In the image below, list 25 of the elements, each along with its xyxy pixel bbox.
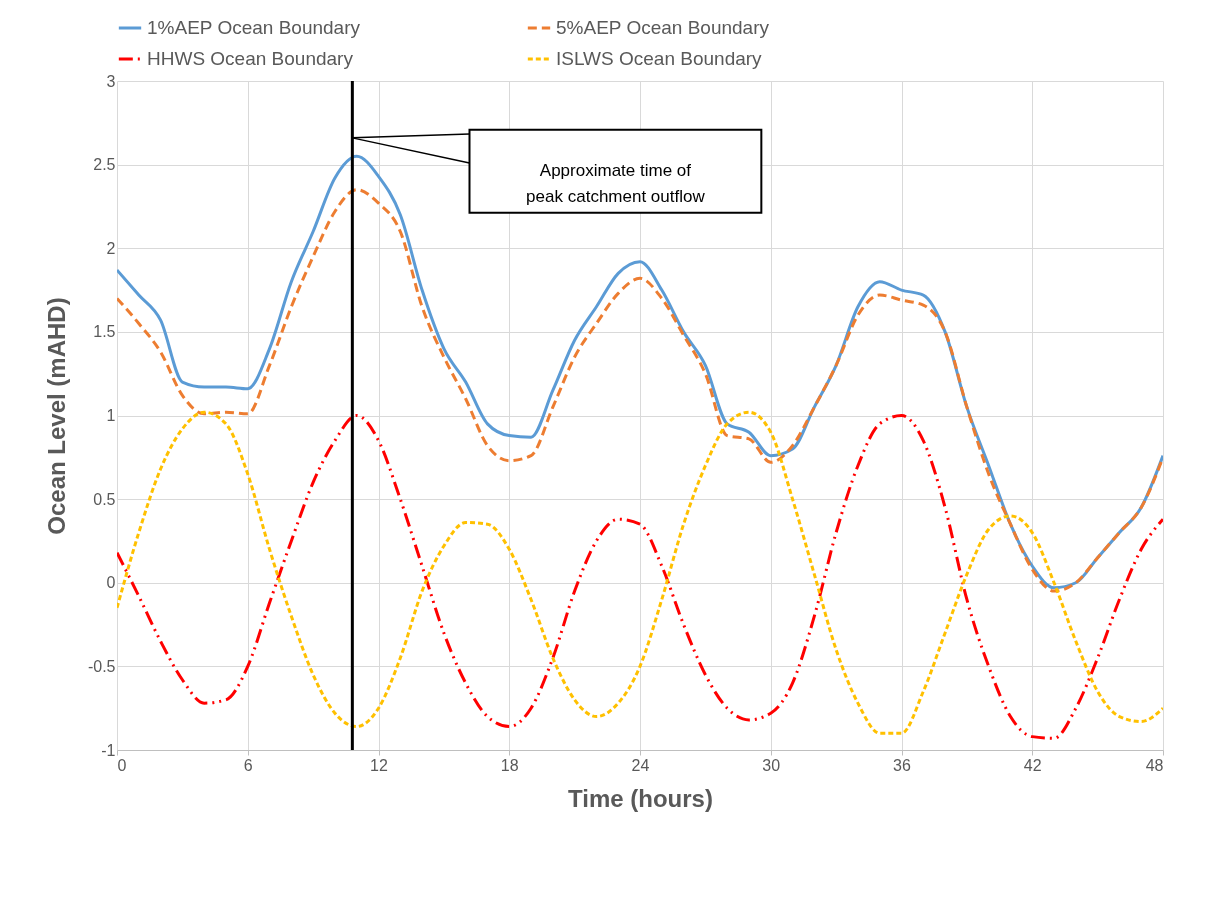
legend-label: ISLWS Ocean Boundary — [556, 48, 763, 69]
x-tick-label: 6 — [243, 756, 253, 774]
legend-label: 5%AEP Ocean Boundary — [556, 17, 770, 38]
x-tick-label: 36 — [893, 756, 911, 774]
x-tick-label: 42 — [1023, 756, 1042, 774]
y-tick-label: 0.5 — [93, 490, 116, 508]
legend-label: HHWS Ocean Boundary — [147, 48, 354, 69]
y-tick-label: 1 — [106, 407, 116, 424]
y-tick-label: 2 — [106, 239, 116, 257]
x-axis-title: Time (hours) — [568, 784, 713, 812]
x-tick-label: 30 — [762, 756, 781, 774]
y-tick-label: -0.5 — [87, 657, 116, 675]
y-tick-label: -1 — [101, 741, 116, 759]
y-tick-label: 3 — [106, 72, 116, 90]
x-tick-label: 0 — [117, 756, 127, 774]
y-tick-label: 1.5 — [93, 323, 116, 341]
y-axis-title: Ocean Level (mAHD) — [42, 297, 70, 535]
annotation: Approximate time of peak catchment outflow — [526, 161, 706, 207]
x-tick-label: 18 — [500, 756, 519, 774]
x-tick-label: 48 — [1145, 756, 1164, 774]
y-tick-label: 2.5 — [93, 156, 116, 174]
legend-label: 1%AEP Ocean Boundary — [147, 17, 361, 38]
y-tick-label: 0 — [106, 574, 116, 592]
x-tick-label: 12 — [370, 756, 388, 774]
x-tick-label: 24 — [631, 756, 650, 774]
